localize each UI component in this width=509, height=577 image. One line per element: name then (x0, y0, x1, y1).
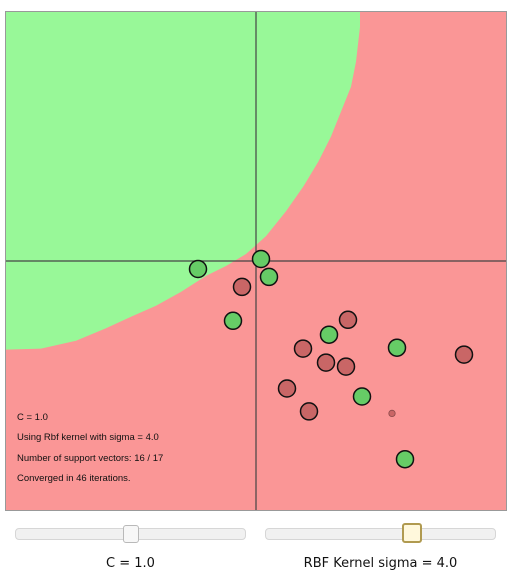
positive-point-2 (251, 249, 271, 269)
c-slider-label: C = 1.0 (106, 556, 155, 571)
sigma-slider[interactable] (265, 523, 496, 543)
negative-point-5 (336, 357, 356, 376)
positive-point-4 (223, 311, 243, 331)
positive-point-3 (259, 267, 279, 287)
positive-point-7 (352, 387, 372, 406)
c-slider-handle[interactable] (122, 525, 139, 543)
positive-region (6, 12, 360, 350)
sigma-slider-handle[interactable] (401, 523, 422, 543)
negative-point-7 (277, 379, 297, 398)
support-vectors-text: Number of support vectors: 16 / 17 (17, 453, 164, 464)
positive-point-1 (188, 259, 208, 279)
positive-point-6 (387, 338, 407, 357)
c-slider[interactable] (15, 525, 246, 543)
negative-point-4 (316, 353, 336, 372)
decision-plot[interactable] (6, 12, 506, 510)
c-value-text: C = 1.0 (17, 412, 48, 423)
negative-point-6 (454, 345, 474, 364)
negative-point-8 (299, 402, 319, 421)
positive-point-8 (395, 449, 415, 469)
negative-point-3 (293, 339, 313, 358)
sigma-slider-label: RBF Kernel sigma = 4.0 (303, 556, 458, 571)
negative-point-1 (232, 277, 252, 297)
svm-canvas[interactable]: C = 1.0 Using Rbf kernel with sigma = 4.… (5, 11, 507, 511)
negative-point-9 (388, 409, 396, 417)
positive-point-5 (319, 325, 339, 344)
kernel-text: Using Rbf kernel with sigma = 4.0 (17, 432, 159, 443)
negative-point-2 (338, 310, 358, 330)
iterations-text: Converged in 46 iterations. (17, 473, 131, 484)
